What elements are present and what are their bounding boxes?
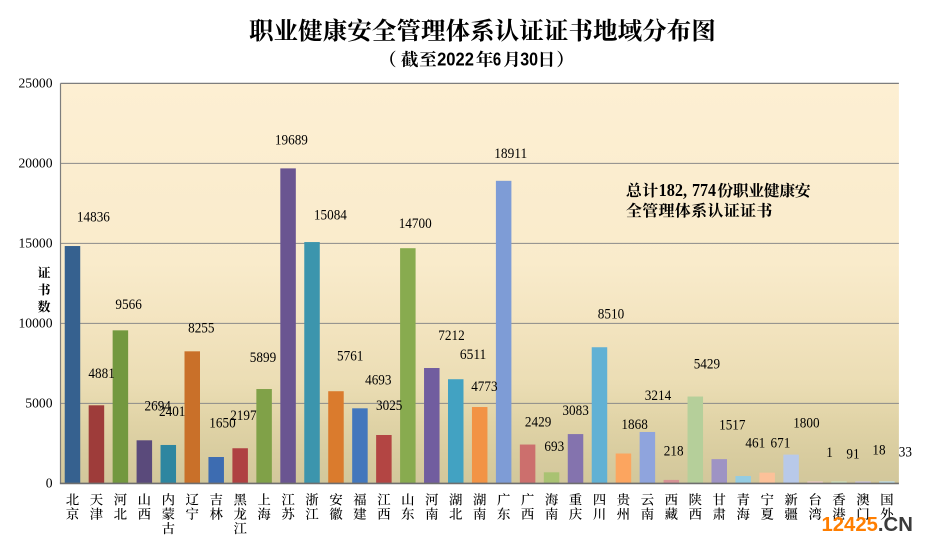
- svg-text:18: 18: [872, 443, 885, 459]
- svg-text:774: 774: [692, 180, 716, 200]
- svg-text:1800: 1800: [793, 416, 819, 432]
- svg-text:3025: 3025: [376, 398, 402, 414]
- svg-text:218: 218: [664, 443, 684, 459]
- svg-text:1: 1: [826, 445, 833, 461]
- svg-text:2694: 2694: [145, 398, 172, 414]
- svg-text:1650: 1650: [209, 416, 235, 432]
- svg-text:2197: 2197: [230, 408, 257, 424]
- svg-text:5429: 5429: [694, 356, 720, 372]
- svg-text:461: 461: [745, 436, 765, 452]
- svg-text:30: 30: [520, 49, 538, 69]
- svg-text:5899: 5899: [250, 350, 276, 366]
- svg-text:9566: 9566: [115, 297, 142, 313]
- svg-text:15084: 15084: [314, 207, 347, 223]
- svg-text:8510: 8510: [598, 306, 624, 322]
- svg-text:4881: 4881: [88, 366, 114, 382]
- svg-text:4773: 4773: [471, 379, 497, 395]
- svg-text:7212: 7212: [438, 328, 464, 344]
- svg-text:2022: 2022: [437, 49, 474, 69]
- svg-text:182,: 182,: [659, 180, 688, 200]
- svg-text:20000: 20000: [19, 157, 53, 172]
- svg-text:91: 91: [846, 446, 859, 462]
- svg-text:33: 33: [899, 444, 912, 460]
- svg-text:19689: 19689: [275, 132, 308, 148]
- svg-text:5761: 5761: [337, 348, 363, 364]
- svg-text:2429: 2429: [525, 414, 551, 430]
- svg-text:1868: 1868: [621, 417, 647, 433]
- svg-text:693: 693: [544, 439, 564, 455]
- svg-text:25000: 25000: [19, 77, 53, 92]
- svg-text:3214: 3214: [645, 388, 672, 404]
- svg-text:5000: 5000: [25, 397, 52, 412]
- svg-text:3083: 3083: [562, 403, 588, 419]
- svg-text:10000: 10000: [19, 317, 53, 332]
- svg-text:4693: 4693: [365, 372, 391, 388]
- svg-text:6: 6: [493, 49, 501, 69]
- svg-text:8255: 8255: [188, 321, 214, 337]
- svg-text:15000: 15000: [19, 237, 53, 252]
- svg-text:14700: 14700: [399, 216, 432, 232]
- svg-text:2401: 2401: [159, 404, 185, 420]
- svg-text:1517: 1517: [719, 418, 746, 434]
- svg-text:14836: 14836: [77, 210, 110, 226]
- svg-text:6511: 6511: [460, 347, 486, 363]
- svg-text:671: 671: [771, 436, 791, 452]
- svg-text:18911: 18911: [494, 146, 527, 162]
- svg-text:0: 0: [46, 477, 53, 492]
- svg-text:12425.CN: 12425.CN: [822, 514, 913, 536]
